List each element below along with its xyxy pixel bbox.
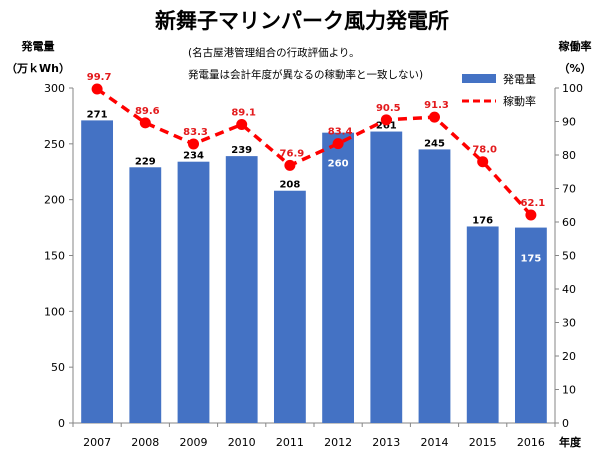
- right-tick-label: 100: [562, 82, 583, 95]
- bar-value-label: 234: [183, 151, 204, 162]
- bar-value-label: 208: [279, 180, 300, 191]
- line-point: [139, 117, 151, 129]
- line-value-label: 83.3: [183, 127, 208, 138]
- legend-swatch-bar: [462, 74, 496, 83]
- right-tick-label: 70: [562, 183, 576, 196]
- line-point: [380, 114, 392, 126]
- left-tick-label: 150: [44, 250, 65, 263]
- chart-note-line-2: 発電量は会計年度が異なるの稼動率と一致しない): [188, 68, 423, 81]
- bar: [273, 190, 306, 423]
- bar-value-label: 239: [231, 145, 252, 156]
- x-tick-label: 2013: [372, 436, 400, 449]
- right-tick-label: 40: [562, 283, 576, 296]
- line-point: [91, 83, 103, 95]
- x-tick-label: 2012: [324, 436, 352, 449]
- x-tick-label: 2009: [180, 436, 208, 449]
- line-point: [525, 209, 537, 221]
- bar-value-label: 260: [328, 159, 349, 170]
- right-tick-label: 60: [562, 216, 576, 229]
- legend-label-line: 稼動率: [503, 94, 536, 108]
- chart-title: 新舞子マリンパーク風力発電所: [155, 9, 449, 33]
- line-value-label: 76.9: [280, 148, 305, 159]
- x-tick-label: 2014: [421, 436, 449, 449]
- x-tick-label: 2015: [469, 436, 497, 449]
- right-tick-label: 30: [562, 317, 576, 330]
- bar-value-label: 229: [135, 156, 156, 167]
- line-point: [429, 111, 440, 123]
- right-tick-label: 80: [562, 149, 576, 162]
- x-axis-title: 年度: [559, 435, 582, 449]
- right-axis-unit: （%）: [558, 62, 591, 75]
- line-point: [236, 119, 248, 131]
- line-value-label: 78.0: [472, 145, 497, 156]
- right-tick-label: 90: [562, 116, 576, 129]
- line-value-label: 62.1: [521, 198, 546, 209]
- x-tick-label: 2011: [276, 436, 304, 449]
- bar: [514, 227, 547, 423]
- legend-label-bar: 発電量: [503, 72, 536, 86]
- x-tick-label: 2016: [517, 436, 545, 449]
- line-value-label: 89.1: [231, 108, 256, 119]
- right-tick-label: 10: [562, 384, 576, 397]
- right-tick-label: 0: [562, 417, 569, 430]
- left-axis-title: 発電量: [21, 39, 55, 53]
- line-value-label: 91.3: [424, 100, 449, 111]
- left-axis-unit: （万ｋWh）: [6, 62, 70, 75]
- chart-note-line-1: (名古屋港管理組合の行政評価より。: [188, 46, 360, 59]
- line-point: [332, 138, 344, 150]
- bar: [129, 167, 162, 423]
- right-tick-label: 50: [562, 250, 576, 263]
- plot-area: 0 50 100 150 200 250 300 0 10 20 30 40 50 60 70 80 90 100…: [44, 72, 583, 449]
- x-tick-label: 2008: [131, 436, 159, 449]
- bar-value-label: 175: [520, 254, 541, 265]
- bar: [370, 131, 403, 424]
- line-value-label: 83.4: [328, 127, 353, 138]
- left-tick-label: 50: [51, 361, 65, 374]
- bar: [177, 161, 210, 423]
- line-value-label: 89.6: [135, 106, 160, 117]
- line-point: [477, 156, 489, 168]
- x-tick-label: 2007: [83, 436, 111, 449]
- line-point: [188, 138, 199, 150]
- bar: [322, 132, 355, 423]
- left-tick-label: 250: [44, 138, 65, 151]
- line-value-label: 90.5: [376, 103, 401, 114]
- bar-value-label: 261: [376, 121, 397, 132]
- line-value-label: 99.7: [87, 72, 112, 83]
- chart-legend: 発電量 稼動率: [462, 72, 536, 108]
- right-tick-label: 20: [562, 350, 576, 363]
- left-tick-label: 200: [44, 194, 65, 207]
- line-series-utilization: [96, 87, 533, 217]
- bar: [81, 120, 114, 423]
- bar: [225, 156, 258, 423]
- bar-value-label: 271: [87, 109, 108, 120]
- x-tick-label: 2010: [228, 436, 256, 449]
- left-tick-label: 0: [58, 417, 65, 430]
- bar-value-label: 176: [472, 215, 493, 226]
- bar-value-label: 245: [424, 138, 445, 149]
- bar: [466, 226, 499, 423]
- right-axis-title: 稼働率: [559, 39, 592, 53]
- line-point: [284, 159, 296, 171]
- left-tick-label: 300: [44, 82, 65, 95]
- left-tick-label: 100: [44, 305, 65, 318]
- bar: [418, 149, 451, 423]
